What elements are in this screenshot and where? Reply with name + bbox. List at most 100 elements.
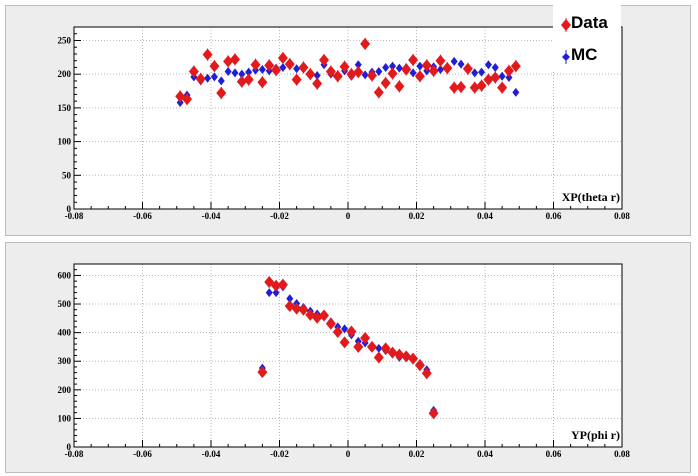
top-mc-point [382,62,390,72]
bottom-data-point [298,303,309,316]
bottom-data-point [380,342,391,355]
top-mc-point [279,62,287,72]
top-data-point [353,66,364,79]
top-data-point [503,64,514,77]
top-data-point [209,60,220,73]
legend-label-mc: MC [571,45,598,64]
bottom-x-axis-label: YP(phi r) [571,428,620,442]
bottom-data-point [257,366,268,379]
top-y-tick-label: 250 [58,35,72,45]
bottom-plot: -0.08 -0.06 -0.04 -0.02 0 0.02 0.04 0.06 0.08 0 10… [58,263,630,459]
top-mc-point [293,64,301,74]
top-data-point [373,86,384,99]
top-data-point [510,60,521,73]
top-mc-point [258,64,266,74]
top-data-point [408,54,419,67]
top-data-point [229,53,240,66]
top-plot: -0.08 -0.06 -0.04 -0.02 0 0.02 0.04 0.06 0.08 0 50… [58,26,630,221]
top-mc-point [361,70,369,80]
bottom-x-tick-label: 0.04 [477,449,493,459]
bottom-x-tick-label: 0.06 [546,449,562,459]
top-mc-point [409,68,417,78]
bottom-data-point [277,278,288,291]
top-data-point [428,64,439,77]
bottom-y-tick-label: 500 [58,299,72,309]
bottom-data-point [387,346,398,359]
top-data-point [202,48,213,61]
legend-entry-mc: MC [553,41,621,71]
top-mc-point [313,71,321,81]
top-x-tick-label: 0 [346,211,351,221]
bottom-y-tick-label: 0 [67,442,72,452]
bottom-data-point [414,359,425,372]
top-data-point [483,73,494,86]
top-mc-point [478,67,486,77]
top-x-tick-label: -0.08 [65,211,84,221]
top-x-tick-label: -0.02 [270,211,289,221]
top-data-point [339,60,350,73]
bottom-x-tick-label: 0 [346,449,351,459]
bottom-x-tick-label: -0.08 [65,449,84,459]
top-data-point [264,59,275,72]
top-data-point [421,59,432,72]
top-mc-point [484,60,492,70]
bottom-mc-point [265,288,273,298]
bottom-data-point [339,336,350,349]
top-mc-point [457,59,465,69]
top-mc-point [450,56,458,66]
top-data-point [195,72,206,85]
top-x-tick-label: 0.06 [546,211,562,221]
top-mc-point [491,62,499,72]
bottom-data-point [319,309,330,322]
top-y-tick-label: 150 [58,103,72,113]
bottom-data-point [353,340,364,353]
bottom-data-point [332,326,343,339]
legend: Data MC [553,5,621,71]
top-x-axis-label: XP(theta r) [562,190,620,204]
top-mc-point [505,73,513,83]
legend-entry-data: Data [553,9,621,39]
top-data-point [497,81,508,94]
top-mc-point [204,73,212,83]
top-data-point [462,62,473,75]
bottom-data-point [360,332,371,345]
top-data-point [456,80,467,93]
top-data-point [332,70,343,83]
top-data-point [271,64,282,77]
top-data-point [394,80,405,93]
top-mc-point [217,76,225,86]
bottom-data-point [394,348,405,361]
top-mc-point [238,69,246,79]
bottom-y-tick-label: 600 [58,270,72,280]
bottom-data-point [325,317,336,330]
bottom-mc-point [375,343,383,353]
top-data-point [325,65,336,78]
top-data-point [291,73,302,86]
top-data-point [476,79,487,92]
top-data-point [277,52,288,65]
top-data-point [319,54,330,67]
bottom-y-tick-label: 400 [58,328,72,338]
top-data-point [490,71,501,84]
top-mc-point [436,64,444,74]
top-mc-point [210,72,218,82]
top-data-point [243,73,254,86]
top-data-point [250,58,261,71]
top-mc-point [395,63,403,73]
bottom-mc-point [286,294,294,304]
top-mc-point [498,71,506,81]
top-data-point [401,63,412,76]
bottom-x-tick-label: 0.02 [409,449,425,459]
top-mc-point [471,68,479,78]
top-data-point [442,62,453,75]
bottom-x-tick-label: -0.06 [133,449,152,459]
top-data-point [188,65,199,78]
top-data-point [182,93,193,106]
top-mc-point [389,61,397,71]
bottom-x-tick-label: -0.04 [202,449,221,459]
top-mc-point [375,66,383,76]
bottom-mc-point [272,288,280,298]
top-x-tick-label: 0.08 [614,211,630,221]
blue-diamond-marker-icon [562,50,570,64]
